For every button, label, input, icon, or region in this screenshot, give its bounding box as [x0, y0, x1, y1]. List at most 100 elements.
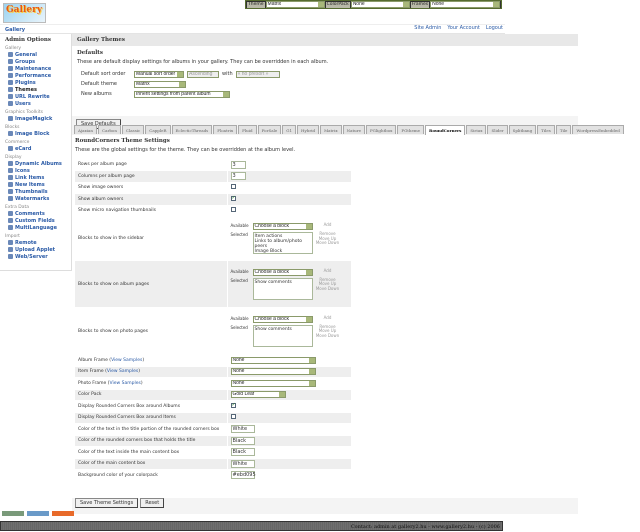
album-owners-checkbox[interactable]: [230, 195, 236, 201]
available-blocks-select[interactable]: Choose a block: [252, 223, 313, 230]
tab-tiles[interactable]: Tiles: [537, 125, 555, 134]
colorpack-select[interactable]: Gold Leaf: [230, 391, 286, 399]
sidebar-item-thumbnails[interactable]: Thumbnails: [5, 188, 66, 195]
move-up-link[interactable]: Move Up: [318, 235, 337, 241]
new-albums-select[interactable]: Inherit settings from parent album: [134, 90, 230, 98]
color-input[interactable]: #ebd095: [230, 471, 256, 480]
sidebar-item-image-block[interactable]: Image Block: [5, 130, 66, 137]
color-input[interactable]: Black: [230, 448, 255, 457]
presort-select: « no presort »: [235, 70, 280, 78]
tab-nature[interactable]: Nature: [342, 125, 365, 134]
selected-blocks-list[interactable]: Show comments: [252, 324, 313, 347]
tab-cappler[interactable]: CappleR: [145, 125, 171, 134]
tab-pglightbox[interactable]: PGlightbox: [365, 125, 397, 134]
tab-pgtheme[interactable]: PGtheme: [397, 125, 425, 134]
sort-order-select[interactable]: Manual sort order: [134, 70, 184, 78]
save-theme-settings-button[interactable]: Save Theme Settings: [75, 498, 139, 508]
tab-matrix[interactable]: Matrix: [320, 125, 342, 134]
available-blocks-select[interactable]: Choose a block: [252, 315, 313, 323]
sidebar-item-remote[interactable]: Remote: [5, 239, 66, 246]
gallery-logo[interactable]: Gallery: [3, 3, 46, 23]
sidebar-item-themes[interactable]: Themes: [5, 86, 66, 93]
tab-wordpressembedded[interactable]: WordpressEmbedded: [572, 125, 624, 134]
sidebar-item-link-items[interactable]: Link Items: [5, 174, 66, 181]
add-block-link[interactable]: Add: [323, 267, 332, 273]
tab-splitbang[interactable]: Splitbang: [508, 125, 537, 134]
tab-tile[interactable]: Tile: [555, 125, 572, 134]
move-up-link[interactable]: Move Up: [318, 328, 337, 333]
remove-block-link[interactable]: Remove: [319, 323, 336, 329]
sidebar-item-general[interactable]: General: [5, 51, 66, 58]
tab-forsale[interactable]: ForSale: [257, 125, 282, 134]
sidebar-item-performance[interactable]: Performance: [5, 72, 66, 79]
colorpack-select[interactable]: None: [350, 1, 410, 8]
move-up-link[interactable]: Move Up: [318, 281, 337, 286]
photo-frame-select[interactable]: None: [230, 379, 316, 387]
album-frame-select[interactable]: None: [230, 356, 316, 364]
cols-input[interactable]: 3: [230, 172, 246, 181]
rows-input[interactable]: 3: [230, 160, 246, 169]
sidebar-item-plugins[interactable]: Plugins: [5, 79, 66, 86]
sidebar-item-watermarks[interactable]: Watermarks: [5, 195, 66, 202]
sidebar-item-icons[interactable]: Icons: [5, 167, 66, 174]
selected-blocks-list[interactable]: Item actions Links to album/photo peers …: [252, 232, 313, 254]
micro-nav-checkbox[interactable]: [230, 207, 236, 213]
rc-albums-checkbox[interactable]: [230, 402, 236, 408]
badge-icon[interactable]: [27, 511, 49, 516]
sidebar-item-url-rewrite[interactable]: URL Rewrite: [5, 93, 66, 100]
tab-siriux[interactable]: Siriux: [466, 125, 487, 134]
tab-roundcorners[interactable]: RoundCorners: [425, 125, 466, 135]
remove-block-link[interactable]: Remove: [319, 231, 336, 236]
tab-eclecticthreads[interactable]: EclecticThreads: [171, 125, 213, 134]
image-owners-checkbox[interactable]: [230, 184, 236, 190]
sidebar-item-upload-applet[interactable]: Upload Applet: [5, 246, 66, 253]
move-down-link[interactable]: Move Down: [315, 285, 340, 291]
reset-button[interactable]: Reset: [140, 498, 165, 508]
default-theme-select[interactable]: Matrix: [134, 80, 186, 88]
add-block-link[interactable]: Add: [323, 314, 332, 320]
sidebar-item-custom-fields[interactable]: Custom Fields: [5, 217, 66, 224]
breadcrumb-gallery[interactable]: Gallery: [5, 27, 26, 33]
frames-select[interactable]: None: [430, 1, 500, 8]
sidebar-item-new-items[interactable]: New Items: [5, 181, 66, 188]
logout-link[interactable]: Logout: [485, 25, 503, 31]
sidebar-item-users[interactable]: Users: [5, 100, 66, 107]
sidebar-item-ecard[interactable]: eCard: [5, 145, 66, 152]
theme-select[interactable]: Matrix: [265, 1, 325, 8]
selected-blocks-list[interactable]: Show comments: [252, 277, 313, 300]
color-input[interactable]: Black: [230, 436, 255, 445]
sidebar-item-dynamic-albums[interactable]: Dynamic Albums: [5, 160, 66, 167]
view-samples-link[interactable]: View Samples: [111, 357, 143, 363]
sidebar-item-web-server[interactable]: Web/Server: [5, 253, 66, 260]
site-admin-link[interactable]: Site Admin: [414, 25, 442, 31]
tab-hybrid[interactable]: Hybrid: [297, 125, 320, 134]
color-input[interactable]: White: [230, 425, 255, 434]
move-down-link[interactable]: Move Down: [315, 240, 340, 245]
color-input[interactable]: White: [230, 459, 255, 468]
tab-g1[interactable]: G1: [282, 125, 297, 134]
tab-fluid[interactable]: Fluid: [238, 125, 257, 134]
badge-icon[interactable]: [52, 511, 74, 516]
sort-direction-select: Ascending: [187, 70, 219, 78]
tab-classic[interactable]: Classic: [121, 125, 145, 134]
rc-items-checkbox[interactable]: [230, 414, 236, 420]
item-frame-select[interactable]: None: [230, 368, 316, 376]
tab-carbon[interactable]: Carbon: [98, 125, 121, 134]
view-samples-link[interactable]: View Samples: [106, 369, 139, 375]
available-blocks-select[interactable]: Choose a block: [252, 268, 313, 276]
sidebar-item-multilanguage[interactable]: MultiLanguage: [5, 224, 66, 231]
your-account-link[interactable]: Your Account: [447, 25, 480, 31]
remove-block-link[interactable]: Remove: [319, 276, 336, 282]
rc-albums-label: Display Rounded Corners Box around Album…: [75, 400, 227, 413]
sidebar-item-groups[interactable]: Groups: [5, 58, 66, 65]
sidebar-item-maintenance[interactable]: Maintenance: [5, 65, 66, 72]
view-samples-link[interactable]: View Samples: [109, 380, 141, 386]
sidebar-item-comments[interactable]: Comments: [5, 210, 66, 217]
badge-icon[interactable]: [2, 511, 24, 516]
tab-floatrix[interactable]: Floatrix: [213, 125, 238, 134]
add-block-link[interactable]: Add: [323, 222, 332, 227]
move-down-link[interactable]: Move Down: [315, 332, 340, 338]
sidebar-item-imagemagick[interactable]: ImageMagick: [5, 115, 66, 122]
tab-slider[interactable]: Slider: [487, 125, 508, 134]
tab-ajaxian[interactable]: Ajaxian: [74, 125, 98, 134]
